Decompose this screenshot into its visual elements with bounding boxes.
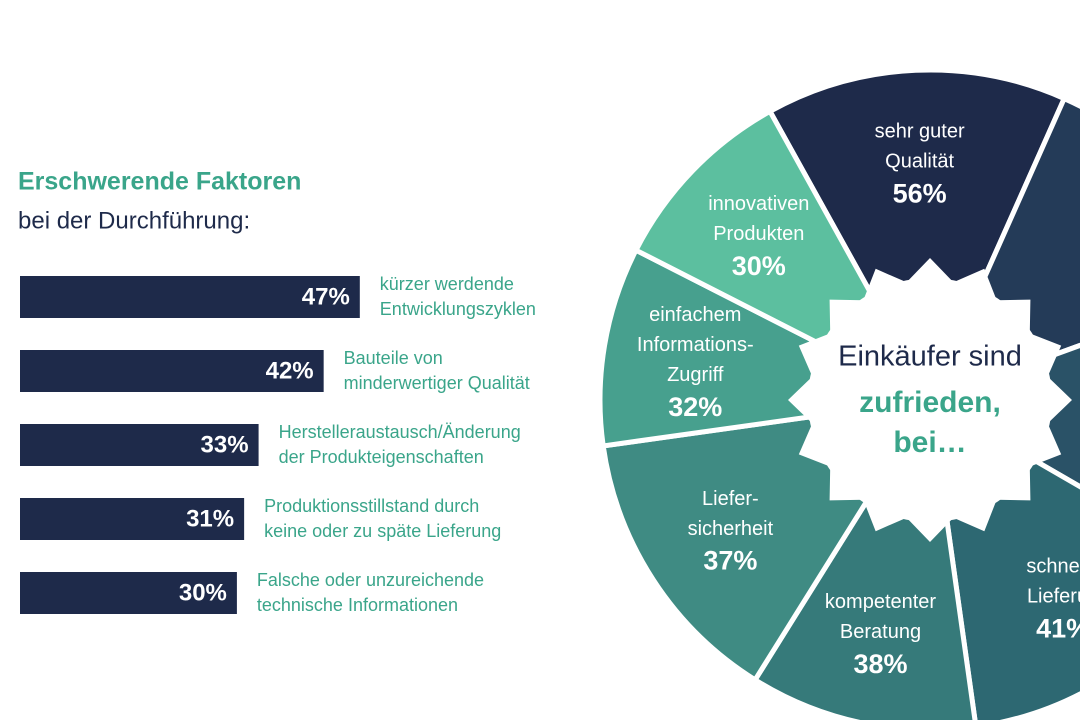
center-text: Einkäufer sind xyxy=(838,341,1022,373)
bar xyxy=(20,276,360,318)
value-label: 30% xyxy=(179,579,227,606)
category-label: der Produkteigenschaften xyxy=(279,447,484,467)
segment-value: 30% xyxy=(732,251,786,281)
category-label: Entwicklungszyklen xyxy=(380,299,536,319)
segment-label: sicherheit xyxy=(688,518,774,540)
category-label: Falsche oder unzureichende xyxy=(257,570,484,590)
segment-label: Zugriff xyxy=(667,364,724,386)
bar xyxy=(20,572,237,614)
value-label: 31% xyxy=(186,505,234,532)
chart-subtitle: bei der Durchführung: xyxy=(18,207,250,234)
segment-label: Informations- xyxy=(637,334,754,356)
category-label: minderwertiger Qualität xyxy=(344,373,530,393)
bar xyxy=(20,424,259,466)
segment-label: innovativen xyxy=(708,193,809,215)
category-label: Herstelleraustausch/Änderung xyxy=(279,422,521,442)
value-label: 42% xyxy=(266,357,314,384)
center-text: zufrieden, xyxy=(859,386,1001,419)
center-text: bei… xyxy=(893,426,966,459)
segment-label: Produkten xyxy=(713,223,804,245)
segment-label: kompetenter xyxy=(825,591,937,613)
segment-label: Liefer- xyxy=(702,488,759,510)
segment-value: 37% xyxy=(703,546,757,576)
wheel-segment xyxy=(766,67,1068,406)
category-label: keine oder zu späte Lieferung xyxy=(264,521,501,541)
segment-label: Qualität xyxy=(885,151,954,173)
category-label: Bauteile von xyxy=(344,348,443,368)
center-disc xyxy=(808,278,1052,522)
segment-value: 41% xyxy=(1036,613,1080,643)
bar xyxy=(20,498,245,540)
segment-label: schnelle xyxy=(1026,556,1080,578)
bar xyxy=(20,350,324,392)
value-label: 33% xyxy=(201,431,249,458)
category-label: kürzer werdende xyxy=(380,274,514,294)
segment-value: 38% xyxy=(853,649,907,679)
category-label: Produktionsstillstand durch xyxy=(264,496,479,516)
chart-title: Erschwerende Faktoren xyxy=(18,168,301,196)
segment-value: 56% xyxy=(893,178,947,208)
segment-label: einfachem xyxy=(649,304,741,326)
segment-value: 32% xyxy=(668,392,722,422)
category-label: technische Informationen xyxy=(257,595,458,615)
segment-label: sehr guter xyxy=(875,121,965,143)
segment-label: Beratung xyxy=(840,621,921,643)
value-label: 47% xyxy=(302,283,350,310)
segment-label: Lieferun xyxy=(1027,586,1080,608)
